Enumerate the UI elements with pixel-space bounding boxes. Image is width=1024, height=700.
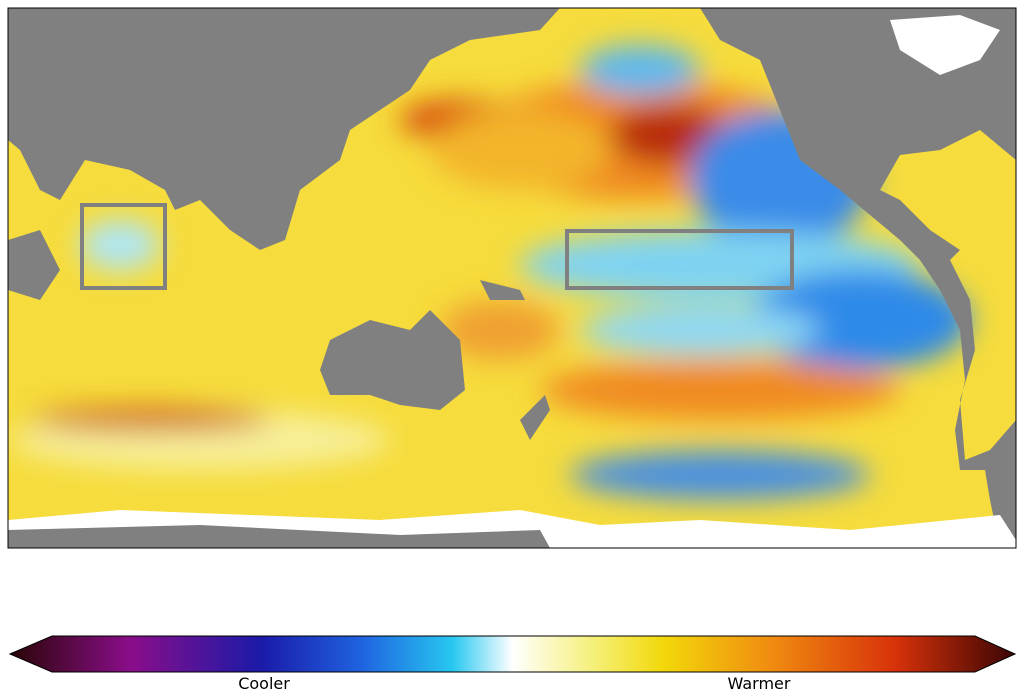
greenland-ice <box>890 15 1000 75</box>
australia <box>320 310 465 410</box>
africa <box>8 230 60 300</box>
new-guinea <box>480 280 525 300</box>
americas <box>700 8 1016 548</box>
map-frame <box>7 7 1017 549</box>
anomaly-patches <box>10 45 970 500</box>
map-area <box>8 8 1016 548</box>
new-zealand <box>520 395 550 440</box>
colorbar-low-label: Cooler <box>238 674 290 693</box>
region-box <box>80 203 167 290</box>
antarctica <box>8 525 550 548</box>
colorbar <box>8 635 1017 673</box>
eurasia <box>8 8 560 250</box>
colorbar-high-label: Warmer <box>728 674 791 693</box>
region-box <box>565 229 794 290</box>
land <box>8 8 1016 548</box>
